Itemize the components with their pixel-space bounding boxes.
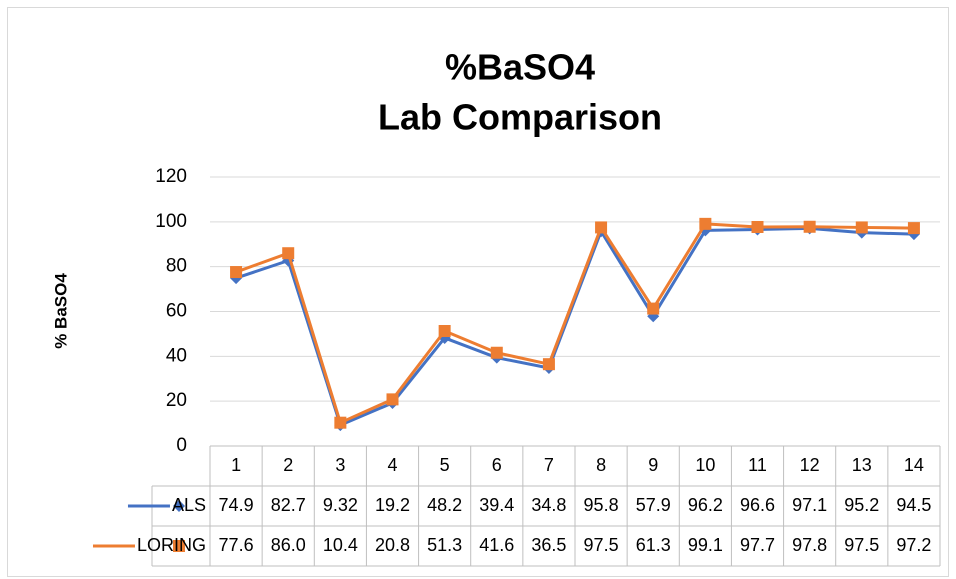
data-label: 10.4	[323, 535, 358, 555]
marker	[647, 302, 660, 315]
data-label: 82.7	[271, 495, 306, 515]
data-label: 57.9	[636, 495, 671, 515]
x-tick-label: 6	[492, 455, 502, 475]
marker	[386, 393, 399, 406]
x-tick-label: 13	[852, 455, 872, 475]
marker	[438, 325, 451, 338]
marker	[699, 217, 712, 230]
x-tick-label: 8	[596, 455, 606, 475]
marker	[230, 266, 243, 279]
x-tick-label: 4	[387, 455, 397, 475]
marker	[907, 222, 920, 235]
x-tick-label: 14	[904, 455, 924, 475]
y-tick-label: 40	[166, 345, 187, 366]
x-tick-label: 9	[648, 455, 658, 475]
y-tick-label: 80	[166, 256, 187, 277]
marker	[803, 220, 816, 233]
x-tick-label: 10	[695, 455, 715, 475]
data-label: 34.8	[531, 495, 566, 515]
chart-title: %BaSO4	[445, 47, 595, 88]
data-label: 61.3	[636, 535, 671, 555]
data-label: 97.5	[584, 535, 619, 555]
marker	[490, 346, 503, 359]
data-label: 48.2	[427, 495, 462, 515]
x-tick-label: 5	[440, 455, 450, 475]
data-label: 97.5	[844, 535, 879, 555]
x-tick-label: 12	[800, 455, 820, 475]
data-label: 9.32	[323, 495, 358, 515]
data-label: 97.8	[792, 535, 827, 555]
x-tick-label: 3	[335, 455, 345, 475]
marker	[542, 358, 555, 371]
marker	[334, 416, 347, 429]
data-label: 86.0	[271, 535, 306, 555]
chart-border	[7, 7, 949, 577]
data-label: 41.6	[479, 535, 514, 555]
marker	[282, 247, 295, 260]
data-label: 19.2	[375, 495, 410, 515]
x-tick-label: 7	[544, 455, 554, 475]
y-axis-title: % BaSO4	[51, 273, 70, 349]
data-label: 96.2	[688, 495, 723, 515]
x-tick-label: 11	[748, 455, 767, 475]
y-tick-label: 120	[155, 166, 187, 187]
data-label: 74.9	[219, 495, 254, 515]
x-tick-label: 1	[231, 455, 241, 475]
marker	[751, 220, 764, 233]
y-tick-label: 20	[166, 390, 187, 411]
data-label: 77.6	[219, 535, 254, 555]
series-line	[235, 222, 914, 425]
y-tick-label: 60	[166, 301, 187, 322]
data-label: 99.1	[688, 535, 723, 555]
data-label: 36.5	[531, 535, 566, 555]
data-label: 95.2	[844, 495, 879, 515]
y-tick-label: 0	[176, 435, 187, 456]
marker	[173, 540, 185, 552]
marker	[173, 500, 185, 512]
y-tick-label: 100	[155, 211, 187, 232]
data-label: 97.1	[792, 495, 827, 515]
legend-label: LORING	[137, 535, 206, 555]
data-label: 97.7	[740, 535, 775, 555]
data-label: 39.4	[479, 495, 514, 515]
chart-subtitle: Lab Comparison	[378, 97, 662, 138]
x-tick-label: 2	[283, 455, 293, 475]
marker	[855, 221, 868, 234]
marker	[595, 221, 608, 234]
data-label: 95.8	[584, 495, 619, 515]
data-label: 96.6	[740, 495, 775, 515]
data-label: 94.5	[896, 495, 931, 515]
data-label: 97.2	[896, 535, 931, 555]
legend-label: ALS	[172, 495, 206, 515]
data-label: 51.3	[427, 535, 462, 555]
data-label: 20.8	[375, 535, 410, 555]
